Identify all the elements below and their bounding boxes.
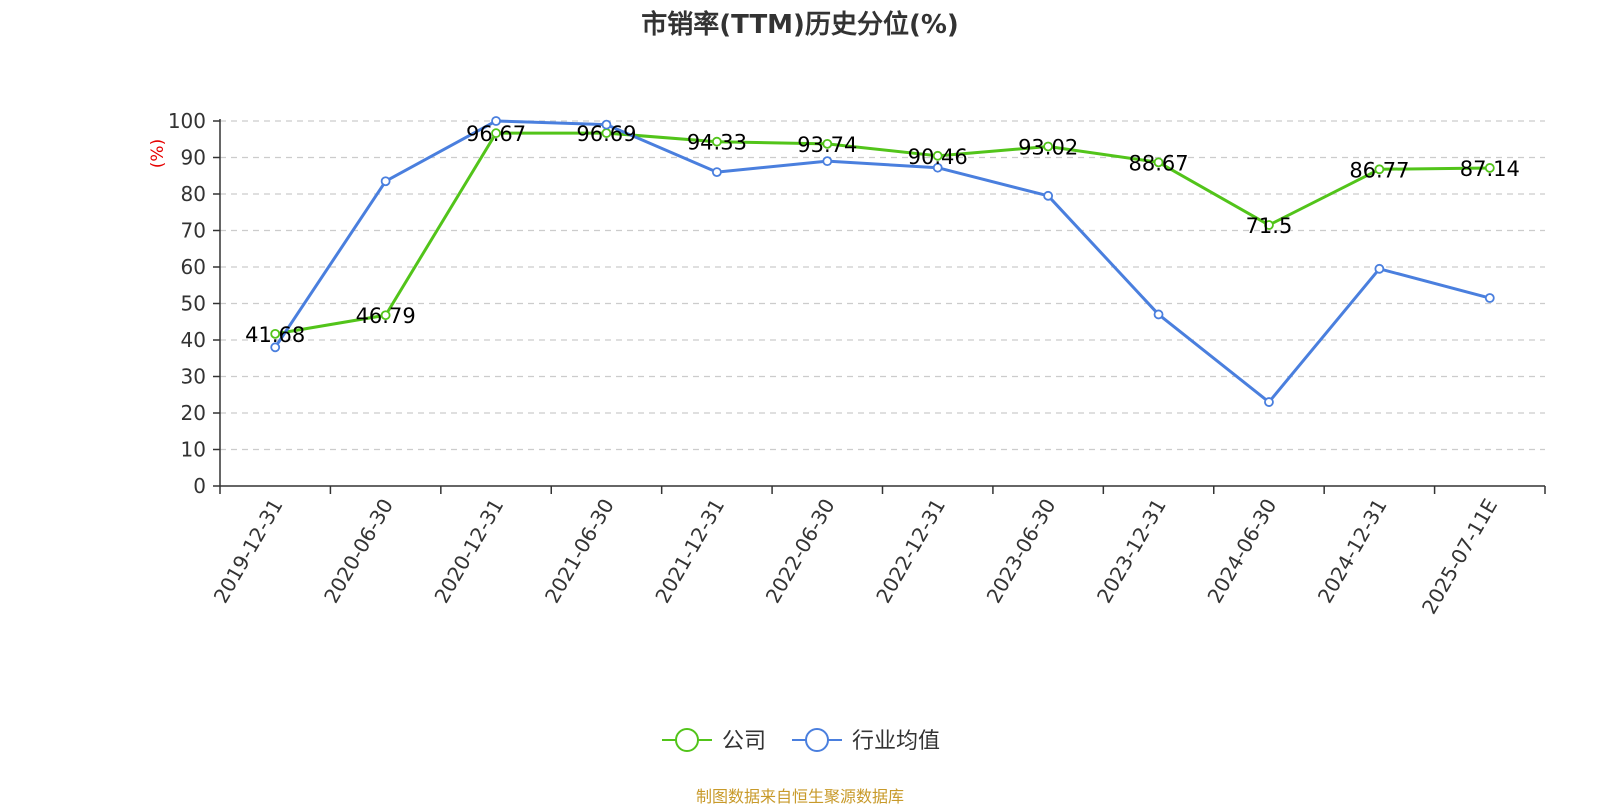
data-point (1374, 164, 1385, 175)
y-tick-label: 30 (181, 365, 206, 389)
data-point (380, 310, 391, 321)
x-tick-label: 2020-06-30 (319, 495, 398, 608)
data-point (491, 116, 501, 126)
data-point (1264, 397, 1274, 407)
data-point (270, 328, 281, 339)
data-label: 94.33 (687, 131, 747, 155)
data-point (711, 136, 722, 147)
x-tick-label: 2025-07-11E (1417, 495, 1502, 619)
y-tick-label: 20 (181, 401, 206, 425)
data-point (601, 119, 612, 130)
x-tick-label: 2021-12-31 (650, 495, 729, 608)
data-label: 41.68 (245, 323, 305, 347)
data-label: 87.14 (1460, 157, 1520, 181)
legend-marker (805, 728, 829, 752)
x-tick-label: 2024-12-31 (1313, 495, 1392, 608)
data-label: 93.02 (1018, 135, 1078, 159)
data-point (1374, 263, 1385, 274)
data-point (1043, 141, 1054, 152)
data-point (1043, 190, 1054, 201)
source-note: 制图数据来自恒生聚源数据库 (695, 787, 904, 806)
y-tick-label: 0 (193, 474, 206, 498)
y-tick-label: 90 (181, 146, 206, 170)
series-line-1 (273, 119, 1491, 404)
series-line-0 (274, 131, 1490, 336)
data-point (491, 128, 501, 139)
data-labels: 41.68 46.79 96.67 96.69 94.33 93.74 90.46 93.02… (245, 122, 1520, 347)
y-axis-title: (%) (148, 139, 168, 168)
y-tick-label: 80 (181, 182, 206, 206)
x-tick-label: 2022-06-30 (761, 495, 840, 608)
data-point (1484, 163, 1495, 173)
y-tick-label: 10 (181, 438, 206, 462)
data-label: 96.69 (576, 122, 636, 146)
data-label: 71.5 (1246, 214, 1293, 238)
data-point (711, 167, 722, 178)
data-label: 88.67 (1128, 151, 1188, 175)
x-tick-label: 2021-06-30 (540, 495, 619, 608)
data-point (1153, 309, 1164, 320)
y-tick-label: 70 (181, 219, 206, 243)
series (270, 116, 1495, 407)
data-point (380, 176, 391, 187)
y-tick-label: 60 (181, 255, 206, 279)
y-tick-label: 50 (181, 292, 206, 316)
chart-title: 市销率(TTM)历史分位(%) (641, 10, 959, 40)
data-label: 96.67 (466, 122, 526, 146)
data-point (932, 162, 943, 173)
legend-label: 公司 (722, 729, 766, 754)
y-tick-label: 100 (168, 109, 206, 133)
x-tick-label: 2024-06-30 (1202, 495, 1281, 608)
x-tick-label: 2023-06-30 (982, 495, 1061, 608)
legend-label: 行业均值 (852, 729, 940, 754)
data-point (270, 342, 281, 353)
data-label: 86.77 (1349, 158, 1409, 182)
y-tick-label: 40 (181, 328, 206, 352)
data-point (822, 156, 833, 167)
data-point (1264, 220, 1274, 230)
data-point (932, 150, 943, 161)
legend: 公司 行业均值 (662, 728, 940, 754)
legend-marker (675, 728, 699, 752)
data-point (1153, 157, 1164, 168)
axes: 0 10 20 30 40 50 60 70 80 90 100(%) 2019-12-31 2020-… (148, 109, 1546, 619)
data-label: 46.79 (356, 304, 416, 328)
data-label: 90.46 (908, 145, 968, 169)
gridlines (220, 120, 1545, 451)
x-tick-label: 2022-12-31 (871, 494, 950, 607)
data-point (822, 138, 833, 149)
x-tick-label: 2020-12-31 (429, 494, 508, 607)
x-tick-label: 2019-12-31 (209, 495, 288, 608)
data-label: 93.74 (797, 133, 857, 157)
data-point (1484, 293, 1495, 303)
x-tick-label: 2023-12-31 (1092, 495, 1171, 608)
